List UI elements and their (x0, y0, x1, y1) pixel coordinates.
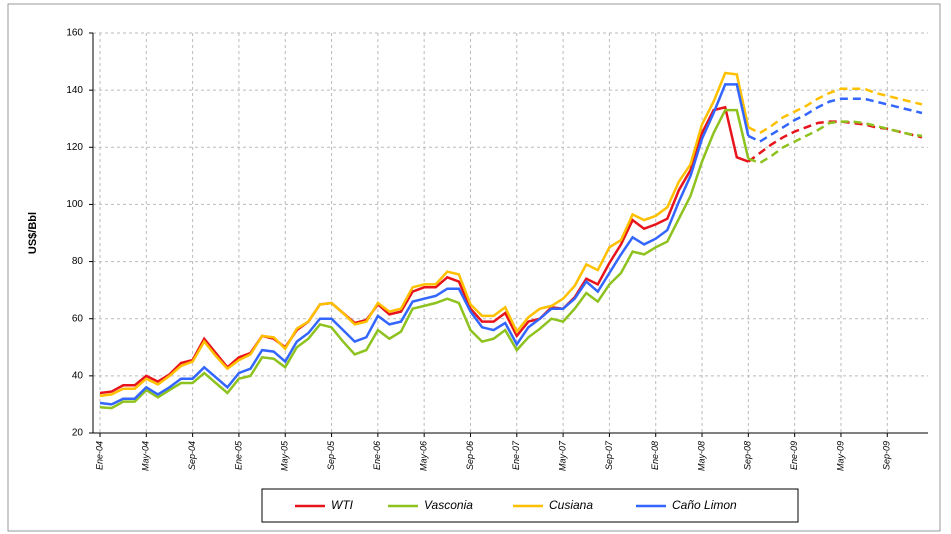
series-line (99, 83, 750, 406)
x-tick-label: Ene-07 (511, 440, 521, 470)
x-tick-label: May-04 (141, 441, 151, 471)
y-tick-label: 60 (72, 313, 84, 324)
x-tick-label: Sep-08 (743, 441, 753, 470)
series-line (99, 108, 750, 410)
y-tick-label: 140 (66, 85, 83, 96)
chart-frame (7, 3, 941, 532)
y-tick-label: 160 (66, 28, 83, 39)
x-tick-label: Ene-05 (233, 440, 243, 470)
x-tick-label: Sep-05 (326, 440, 336, 470)
x-tick-label: May-07 (557, 440, 567, 471)
x-tick-label: Ene-04 (94, 441, 104, 470)
x-tick-label: Ene-09 (789, 441, 799, 470)
legend-label: WTI (331, 498, 354, 512)
legend-label: Cusiana (549, 498, 593, 512)
series-line (99, 105, 749, 395)
x-tick-label: Sep-09 (882, 441, 892, 470)
x-tick-label: Sep-07 (604, 440, 614, 470)
x-tick-label: May-08 (696, 441, 706, 471)
x-tick-label: May-05 (280, 440, 290, 471)
forecast-line (747, 97, 923, 144)
y-tick-label: 40 (72, 370, 84, 381)
x-tick-label: Ene-06 (372, 441, 382, 470)
legend-label: Caño Limon (672, 498, 737, 512)
x-tick-label: Sep-04 (187, 441, 197, 470)
x-tick-label: May-09 (835, 441, 845, 471)
forecast-line (747, 120, 923, 165)
legend-label: Vasconia (424, 498, 473, 512)
y-axis-label: US$/Bbl (27, 212, 39, 254)
x-tick-label: Sep-06 (465, 441, 475, 470)
y-tick-label: 80 (72, 256, 84, 267)
series-line (99, 71, 750, 398)
y-tick-label: 100 (66, 199, 83, 210)
forecast-line (747, 87, 923, 135)
x-tick-label: May-06 (419, 441, 429, 471)
y-tick-label: 120 (66, 142, 83, 153)
x-tick-label: Ene-08 (650, 441, 660, 470)
y-tick-label: 20 (72, 428, 84, 439)
